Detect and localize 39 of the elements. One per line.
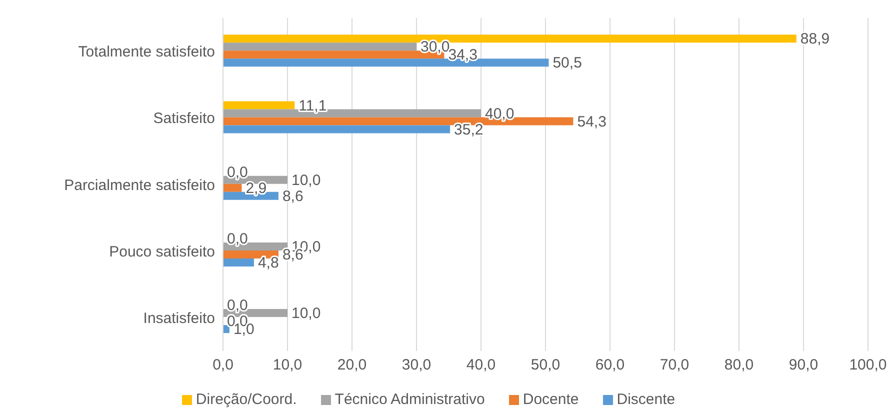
data-label: 88,9	[800, 30, 830, 48]
data-label: 0,0	[227, 297, 248, 314]
data-label: 35,2	[454, 121, 484, 138]
y-tick-label: Parcialmente satisfeito	[64, 176, 215, 194]
data-label: 50,5	[552, 54, 582, 72]
data-label: 4,8	[258, 254, 279, 272]
x-tick-label: 70,0	[660, 356, 690, 374]
bar	[223, 184, 242, 192]
x-tick-label: 80,0	[724, 356, 754, 374]
x-tick-label: 60,0	[595, 356, 625, 374]
data-label: 10,0	[292, 305, 321, 322]
y-tick-label: Satisfeito	[153, 110, 215, 128]
x-tick-label: 100,0	[849, 356, 887, 374]
x-tick-label: 40,0	[466, 356, 496, 374]
bar	[223, 258, 254, 266]
x-tick-label: 90,0	[788, 356, 818, 374]
y-tick-label: Insatisfeito	[143, 310, 215, 328]
data-label: 8,6	[282, 188, 304, 205]
y-tick-label: Pouco satisfeito	[109, 243, 215, 260]
legend-label: Direção/Coord.	[196, 391, 297, 408]
legend-label: Discente	[616, 391, 676, 408]
legend-label: Docente	[522, 391, 579, 408]
bar	[223, 250, 278, 258]
data-label: 10,0	[292, 172, 321, 189]
data-label: 0,0	[227, 230, 248, 248]
x-tick-label: 10,0	[272, 356, 302, 374]
legend-label: Técnico Administrativo	[334, 391, 485, 408]
x-tick-label: 20,0	[337, 356, 367, 374]
bar	[223, 125, 450, 134]
x-tick-label: 30,0	[402, 356, 432, 374]
data-label: 11,1	[298, 97, 327, 114]
data-label: 54,3	[577, 113, 606, 130]
bar	[223, 101, 295, 110]
x-tick-label: 0,0	[212, 356, 234, 374]
bar	[223, 42, 416, 51]
y-tick-label: Totalmente satisfeito	[78, 44, 215, 61]
x-tick-label: 50,0	[530, 356, 560, 374]
bar	[223, 34, 796, 43]
data-label: 0,0	[227, 164, 248, 181]
